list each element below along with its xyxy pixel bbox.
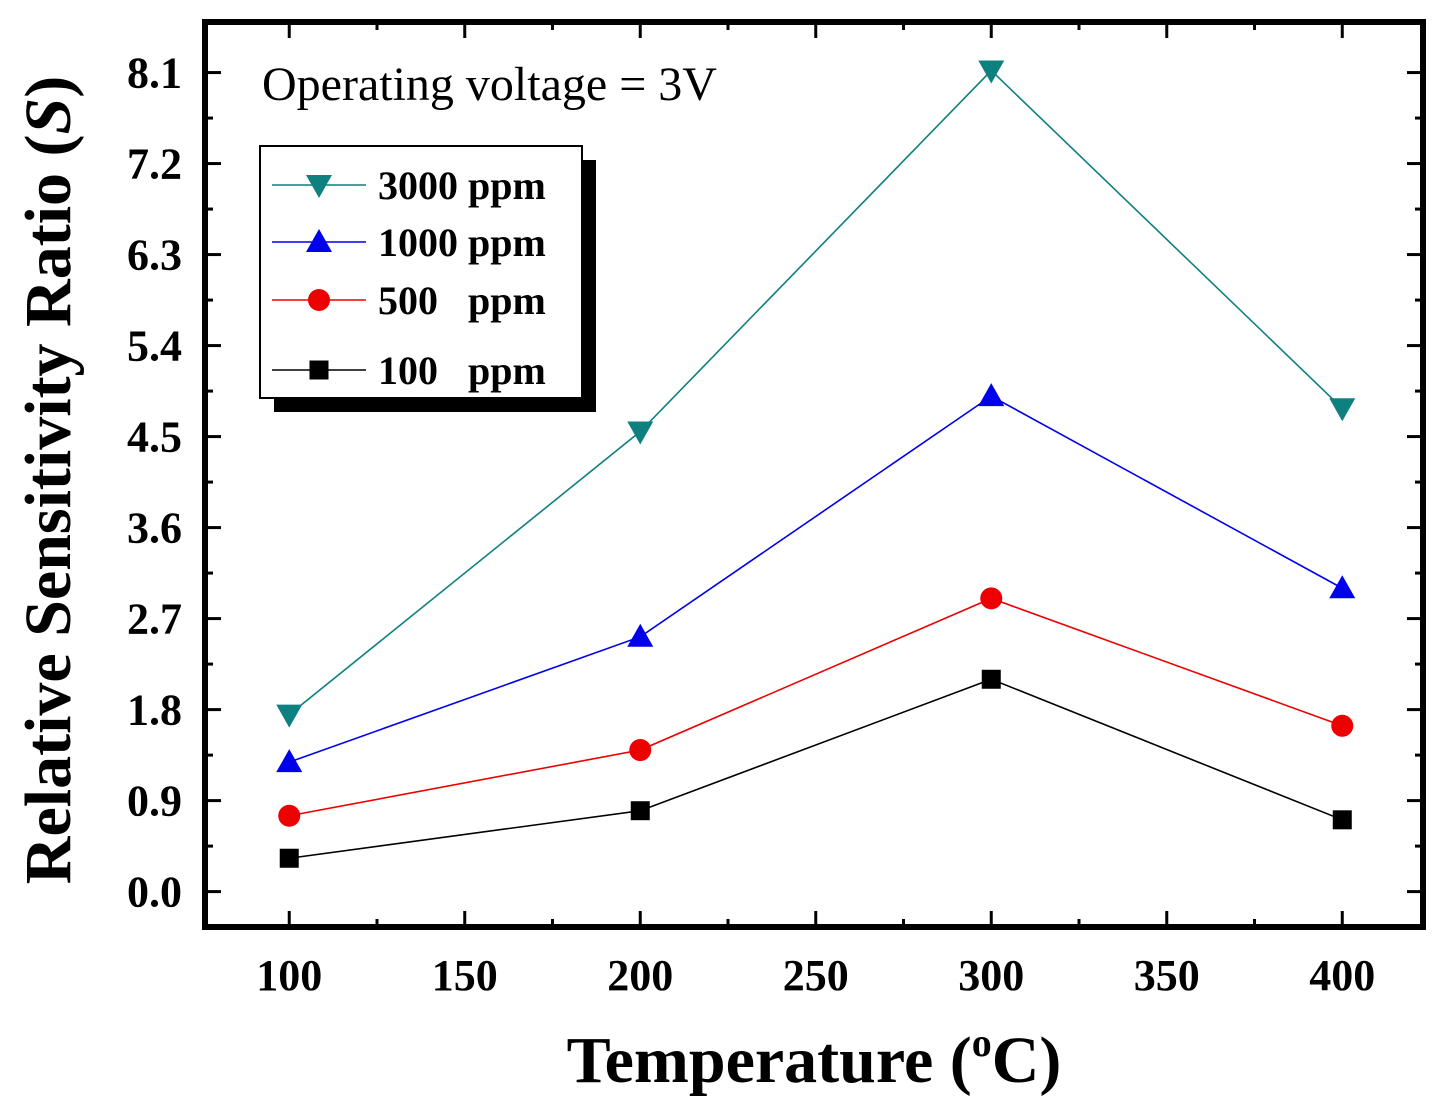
legend: 3000 ppm 1000 ppm 500 ppm 100 ppm xyxy=(259,145,596,412)
legend-marker xyxy=(306,175,332,198)
x-tick-label: 150 xyxy=(432,951,498,1000)
data-point xyxy=(978,383,1005,407)
y-tick-label: 0.9 xyxy=(127,777,182,826)
legend-label: 100 ppm xyxy=(378,348,546,393)
data-point xyxy=(276,749,303,773)
series-2 xyxy=(278,587,1354,827)
y-tick-label: 7.2 xyxy=(127,140,182,189)
x-tick-label: 350 xyxy=(1134,951,1200,1000)
data-point xyxy=(1329,575,1356,599)
y-tick-label: 6.3 xyxy=(127,231,182,280)
legend-entry: 3000 ppm xyxy=(272,163,546,208)
legend-marker xyxy=(308,289,330,311)
y-axis-ticks: 0.0 0.9 1.8 2.7 3.6 4.5 5.4 6.3 7.2 8.1 xyxy=(127,49,1423,917)
series-3 xyxy=(279,669,1352,868)
legend-entry: 100 ppm xyxy=(272,348,546,393)
data-point xyxy=(278,804,301,827)
x-tick-label: 300 xyxy=(958,951,1024,1000)
series-line xyxy=(288,395,1343,763)
series-line xyxy=(288,69,1343,716)
legend-label: 1000 ppm xyxy=(378,220,546,265)
y-tick-label: 2.7 xyxy=(127,595,182,644)
legend-marker xyxy=(306,229,332,252)
data-point xyxy=(981,669,1001,689)
plot-frame xyxy=(202,19,1426,930)
data-point xyxy=(1331,714,1354,737)
series-1 xyxy=(276,383,1356,773)
x-axis-ticks: 100 150 200 250 300 350 400 xyxy=(256,22,1375,1000)
series-0 xyxy=(276,60,1356,728)
legend-items: 3000 ppm 1000 ppm 500 ppm 100 ppm xyxy=(272,163,546,393)
x-axis-title: Temperature (oC) xyxy=(567,1020,1062,1097)
data-point xyxy=(1329,398,1356,422)
series-layer xyxy=(276,60,1356,868)
y-tick-label: 4.5 xyxy=(127,413,182,462)
y-tick-label: 5.4 xyxy=(127,322,182,371)
data-point xyxy=(1332,810,1352,830)
data-point xyxy=(629,739,652,762)
x-tick-label: 200 xyxy=(607,951,673,1000)
data-point xyxy=(627,421,654,445)
data-point xyxy=(630,801,650,821)
data-point xyxy=(276,704,303,728)
y-tick-label: 8.1 xyxy=(127,49,182,98)
y-tick-label: 1.8 xyxy=(127,686,182,735)
data-point xyxy=(279,848,299,868)
annotation-text: Operating voltage = 3V xyxy=(262,58,717,111)
legend-label: 3000 ppm xyxy=(378,163,546,208)
series-line xyxy=(289,597,1343,817)
legend-entry: 1000 ppm xyxy=(272,220,546,265)
legend-label: 500 ppm xyxy=(378,278,546,323)
y-axis-title: Relative Sensitivity Ratio (S) xyxy=(12,76,85,884)
x-tick-label: 100 xyxy=(256,951,322,1000)
series-line xyxy=(289,678,1343,860)
data-point xyxy=(627,623,654,647)
legend-entry: 500 ppm xyxy=(272,278,546,323)
y-tick-label: 3.6 xyxy=(127,504,182,553)
data-point xyxy=(978,60,1005,84)
data-point xyxy=(980,587,1003,610)
y-tick-label: 0.0 xyxy=(127,868,182,917)
legend-marker xyxy=(309,360,329,380)
x-tick-label: 400 xyxy=(1309,951,1375,1000)
x-tick-label: 250 xyxy=(783,951,849,1000)
